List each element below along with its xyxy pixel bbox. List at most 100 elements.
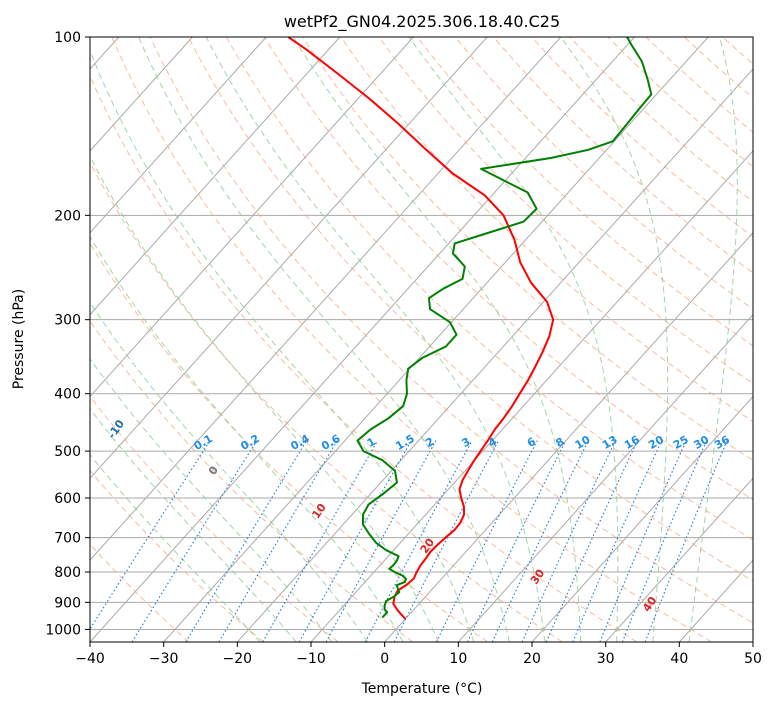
dry-adiabat	[493, 37, 753, 274]
isotherm-line	[752, 641, 753, 642]
mixing-ratio-line	[545, 440, 638, 642]
isotherm-line	[90, 37, 488, 480]
y-tick-label: 600	[54, 491, 81, 507]
y-tick-label: 800	[54, 565, 81, 581]
y-tick-label: 100	[54, 30, 81, 46]
dry-adiabat	[90, 395, 339, 642]
x-tick-label: 10	[449, 651, 467, 667]
y-tick-label: 1000	[45, 622, 81, 638]
mixing-ratio-line	[467, 440, 567, 642]
dry-adiabat	[683, 37, 753, 99]
moist-adiabat	[90, 155, 439, 642]
mixing-ratio-label: 2	[423, 435, 436, 450]
x-tick-label: −30	[149, 651, 179, 667]
x-tick-label: 20	[523, 651, 541, 667]
mixing-ratio-label: 0.6	[319, 432, 343, 453]
isotherm-line	[310, 150, 753, 642]
chart-title: wetPf2_GN04.2025.306.18.40.C25	[284, 12, 560, 32]
dry-adiabat	[90, 161, 563, 642]
moist-adiabat	[293, 37, 582, 642]
dry-adiabat	[90, 320, 414, 642]
mixing-ratio-lines	[90, 440, 728, 642]
x-axis-title: Temperature (°C)	[361, 681, 483, 697]
mixing-ratio-line	[572, 440, 663, 642]
isotherm-line	[90, 37, 635, 642]
moist-adiabat	[90, 301, 369, 642]
mixing-ratio-label: 13	[600, 433, 620, 452]
dry-adiabat	[264, 37, 753, 501]
mixing-ratio-line	[435, 440, 538, 642]
moist-adiabat	[205, 37, 546, 642]
mixing-ratio-label: 25	[671, 433, 691, 452]
mixing-ratio-label: 0.4	[288, 432, 312, 453]
dry-adiabat	[225, 37, 753, 541]
isotherm-gridlines	[90, 37, 753, 642]
dry-adiabat-label: 10	[309, 501, 329, 521]
dry-adiabat	[454, 37, 753, 310]
dry-adiabat-label: 20	[418, 536, 438, 556]
moist-adiabat	[560, 37, 669, 642]
y-tick-label: 900	[54, 595, 81, 611]
dry-adiabat	[416, 37, 753, 347]
plot-frame	[89, 36, 754, 643]
dry-adiabat	[90, 469, 264, 642]
dry-adiabat	[90, 242, 488, 642]
mixing-ratio-line	[621, 440, 708, 642]
mixing-ratio-label: 3	[459, 435, 472, 450]
mixing-ratio-line	[262, 440, 379, 642]
moist-adiabats	[90, 37, 738, 642]
moist-adiabat	[90, 408, 297, 642]
isotherm-line	[90, 37, 414, 398]
dry-adiabat	[531, 37, 753, 238]
moist-adiabat	[90, 453, 261, 642]
y-axis-ticks: 100 200 300 400 500 600 700 800 900 1000	[45, 30, 90, 638]
isotherm-line	[90, 37, 341, 316]
mixing-ratio-line	[131, 440, 258, 642]
x-tick-label: 30	[597, 651, 615, 667]
moist-adiabat	[90, 358, 333, 642]
moist-adiabat	[90, 49, 475, 642]
isobar-gridlines	[90, 37, 753, 630]
isotherm-line	[457, 313, 753, 642]
mixing-ratio-line	[393, 440, 500, 642]
dry-adiabat	[149, 37, 753, 624]
x-tick-label: 0	[380, 651, 389, 667]
isotherm-line	[605, 477, 753, 642]
y-tick-label: 500	[54, 444, 81, 460]
x-tick-label: −40	[75, 651, 105, 667]
dry-adiabat-label: 30	[528, 567, 548, 587]
x-tick-label: 40	[670, 651, 688, 667]
mixing-ratio-line	[90, 440, 211, 630]
mixing-ratio-label: 0.2	[238, 432, 261, 453]
mixing-ratio-label: 16	[622, 433, 642, 452]
isotherm-line	[90, 37, 193, 152]
plot-area: 0.10.20.40.611.52346810131620253036-100-…	[90, 37, 775, 642]
x-tick-label: −20	[223, 651, 253, 667]
dry-adiabat	[378, 37, 753, 385]
isotherm-line	[163, 37, 709, 642]
isotherm-line	[384, 231, 753, 642]
dry-adiabat	[761, 37, 775, 642]
x-axis-ticks: −40 −30 −20 −10 0 10 20 30 40 50	[75, 642, 762, 667]
dry-adiabat-label: -10	[105, 417, 127, 441]
dry-adiabat	[111, 37, 712, 642]
y-axis-title: Pressure (hPa)	[11, 289, 27, 389]
mixing-ratio-label: 30	[691, 433, 711, 452]
mixing-ratio-label: 10	[573, 433, 593, 452]
isotherm-line	[90, 37, 267, 234]
y-tick-label: 200	[54, 208, 81, 224]
dry-adiabat	[90, 543, 190, 642]
moist-adiabat	[688, 37, 738, 642]
y-tick-label: 700	[54, 531, 81, 547]
x-tick-label: −10	[296, 651, 326, 667]
mixing-ratio-line	[599, 440, 687, 642]
x-tick-label: 50	[744, 651, 762, 667]
y-tick-label: 400	[54, 387, 81, 403]
mixing-ratio-label: 20	[646, 433, 666, 452]
moist-adiabat	[138, 37, 510, 642]
temperature-profile-line	[287, 37, 555, 620]
y-tick-label: 300	[54, 313, 81, 329]
mixing-ratio-line	[521, 440, 616, 642]
dewpoint-profile-line	[356, 37, 653, 619]
